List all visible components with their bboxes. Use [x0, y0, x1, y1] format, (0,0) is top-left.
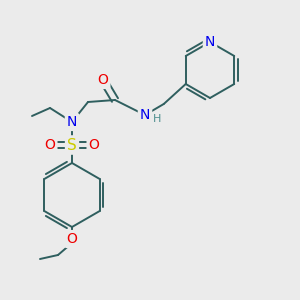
Text: O: O: [98, 73, 108, 87]
Text: O: O: [88, 138, 99, 152]
Text: O: O: [45, 138, 56, 152]
Text: N: N: [67, 115, 77, 129]
Text: N: N: [205, 35, 215, 49]
Text: S: S: [67, 137, 77, 152]
Text: O: O: [67, 232, 77, 246]
Text: H: H: [153, 114, 161, 124]
Text: N: N: [140, 108, 150, 122]
